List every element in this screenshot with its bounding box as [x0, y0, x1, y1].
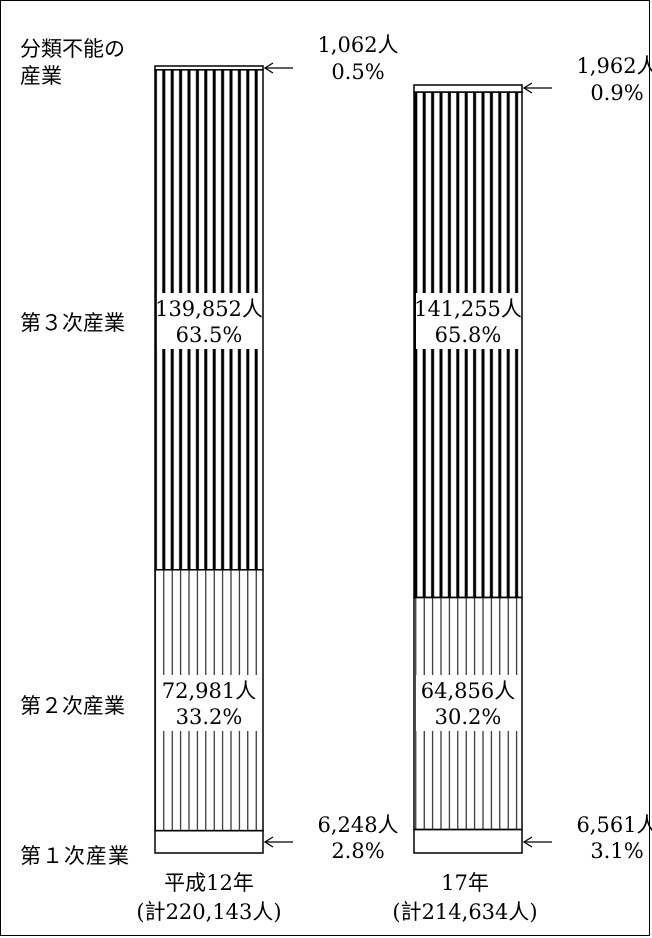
series-label-tertiary: 第３次産業	[20, 311, 125, 335]
series-label-secondary: 第２次産業	[20, 694, 125, 718]
arrow-head-2-4	[522, 82, 533, 94]
x-tick-label-1: 平成12年	[164, 871, 254, 895]
value-label-2-4: 1,962人	[576, 54, 652, 78]
percent-label-2-2: 30.2%	[435, 705, 502, 729]
x-total-label-2: (計214,634人)	[392, 900, 537, 924]
arrow-head-1-4	[263, 62, 274, 74]
value-label-2-2: 64,856人	[421, 679, 515, 703]
value-label-bg-1-2	[157, 675, 261, 731]
value-label-2-1: 6,561人	[576, 813, 652, 837]
percent-label-2-1: 3.1%	[590, 839, 643, 863]
bar-segment-1-4	[154, 65, 264, 71]
percent-label-1-4: 0.5%	[331, 60, 384, 84]
value-label-1-1: 6,248人	[317, 813, 398, 837]
value-label-bg-2-3	[416, 293, 520, 349]
percent-label-1-3: 63.5%	[176, 323, 243, 347]
value-label-1-4: 1,062人	[317, 33, 398, 57]
percent-label-2-4: 0.9%	[590, 81, 643, 105]
value-label-2-3: 141,255人	[414, 297, 522, 321]
percent-label-2-3: 65.8%	[435, 323, 502, 347]
value-label-bg-1-3	[157, 293, 261, 349]
series-label-primary: 第１次産業	[20, 844, 130, 868]
x-total-label-1: (計220,143人)	[136, 900, 281, 924]
value-label-1-2: 72,981人	[162, 679, 256, 703]
series-label-unclassified: 分類不能の産業	[20, 37, 125, 88]
x-tick-label-2: 17年	[441, 871, 489, 895]
percent-label-1-2: 33.2%	[176, 705, 243, 729]
value-label-bg-2-2	[416, 675, 520, 731]
percent-label-1-1: 2.8%	[331, 839, 384, 863]
bar-segment-2-4	[413, 84, 523, 93]
bar-segment-1-1	[154, 829, 264, 854]
arrow-head-2-1	[522, 836, 533, 848]
value-label-1-3: 139,852人	[155, 297, 263, 321]
bar-segment-2-1	[413, 828, 523, 854]
arrow-head-1-1	[263, 836, 274, 848]
